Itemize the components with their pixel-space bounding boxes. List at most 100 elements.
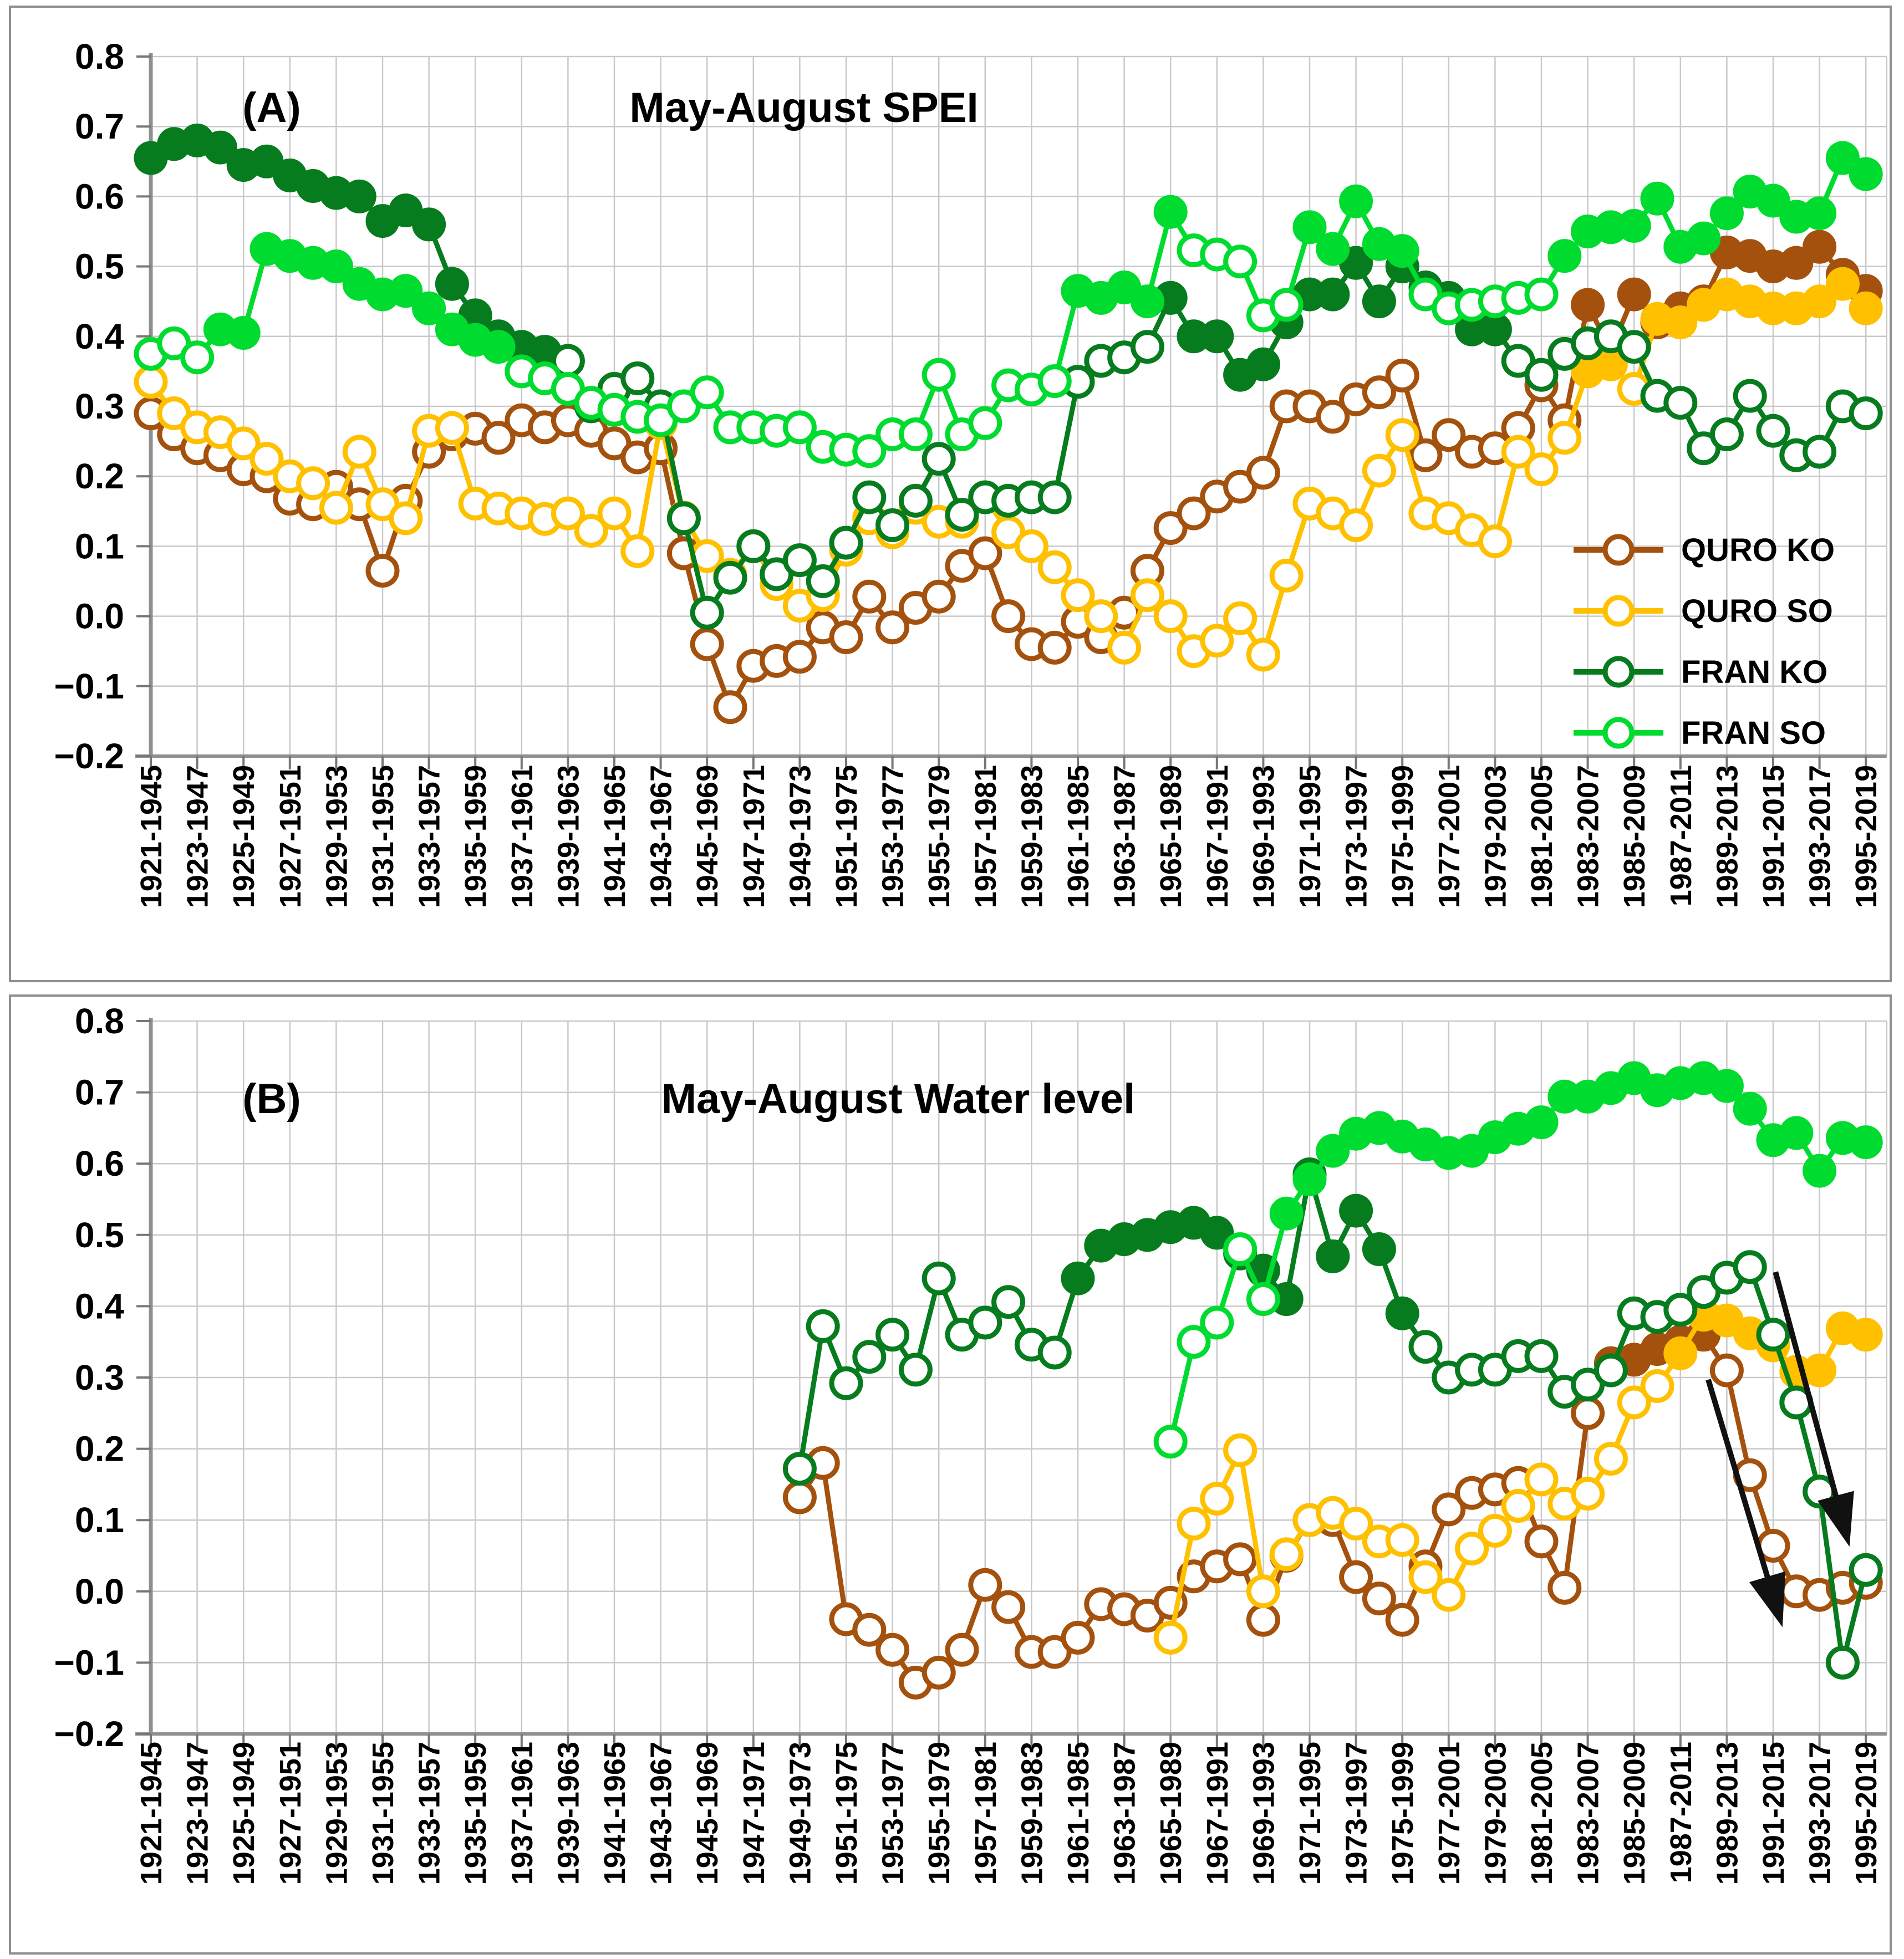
series-quro-ko-marker [782, 640, 817, 674]
x-tick-label: 1955-1979 [923, 1742, 956, 1885]
x-tick-label: 1967-1991 [1201, 765, 1234, 908]
series-quro-ko-marker [1385, 1603, 1419, 1637]
series-quro-so-marker [1803, 1353, 1837, 1387]
y-tick-label: 0.7 [75, 106, 124, 146]
x-tick-label: 1951-1975 [830, 1742, 863, 1885]
series-fran-so-marker [898, 417, 933, 451]
series-fran-so-marker [1779, 1116, 1814, 1150]
y-tick-label: 0.3 [75, 1358, 124, 1397]
x-tick-label: 1943-1967 [645, 1742, 678, 1885]
series-quro-so-marker [1501, 1489, 1535, 1523]
legend-label: FRAN KO [1681, 654, 1827, 690]
tick-marks [136, 1020, 1867, 1747]
series-fran-ko-marker [1385, 1296, 1419, 1330]
series-quro-ko-marker [1339, 1560, 1373, 1594]
series-fran-so-marker [1849, 1125, 1883, 1160]
series-fran-ko-marker [1617, 330, 1651, 364]
series-quro-so-marker [1153, 1620, 1188, 1655]
legend-marker [1602, 717, 1635, 749]
series-fran-so-marker [968, 406, 1002, 440]
panel-label: (A) [242, 84, 301, 131]
series-fran-so-marker [690, 375, 724, 410]
axes [135, 1018, 1887, 1736]
series-fran-so-marker [1130, 284, 1164, 319]
series-quro-so-marker [1594, 1442, 1628, 1476]
series-quro-ko-marker [1408, 438, 1443, 472]
series-quro-so-marker [1223, 1433, 1258, 1467]
series-quro-so-marker [1153, 599, 1188, 634]
x-tick-label: 1979-2003 [1479, 1742, 1512, 1885]
series-quro-so-marker [1547, 421, 1582, 455]
series-fran-so-marker [1223, 1232, 1258, 1266]
series-fran-so [134, 141, 1883, 468]
series-fran-ko-marker [1316, 277, 1350, 312]
series-quro-so-marker [435, 411, 469, 445]
series-quro-ko-marker [968, 536, 1002, 570]
x-tick-label: 1989-2013 [1710, 1742, 1744, 1885]
legend-item-quro-ko: QURO KO [1574, 532, 1835, 568]
legend-marker [1602, 534, 1635, 566]
series-fran-ko-marker [1756, 414, 1790, 448]
x-tick-label: 1987-2011 [1664, 765, 1698, 906]
series-quro-ko-marker [1432, 418, 1466, 452]
x-tick-label: 1995-2019 [1850, 765, 1883, 908]
series-quro-so-marker [1408, 1560, 1443, 1594]
x-tick-label: 1955-1979 [923, 765, 956, 908]
x-tick-label: 1965-1989 [1154, 765, 1188, 908]
series-fran-so-marker [1246, 1282, 1280, 1316]
series-quro-ko-marker [1524, 1524, 1559, 1559]
x-tick-label: 1981-2005 [1525, 1742, 1559, 1885]
series-quro-ko-marker [1362, 375, 1396, 410]
y-tick-label: 0.4 [75, 317, 124, 356]
series-quro-so-marker [1269, 1537, 1304, 1572]
series-fran-so-marker [852, 434, 887, 468]
series-quro-ko-marker [1617, 277, 1651, 312]
series-quro-so-marker [134, 365, 168, 399]
legend-marker [1602, 595, 1635, 627]
axes [135, 53, 1887, 758]
series-quro-so-marker [1385, 1523, 1419, 1557]
x-tick-label: 1929-1953 [320, 1742, 353, 1885]
series-fran-so-marker [1316, 1134, 1350, 1168]
series-fran-ko-marker [736, 529, 771, 563]
series-fran-so-marker [922, 358, 956, 392]
series-quro-ko-marker [1037, 630, 1072, 665]
x-tick-label: 1983-2007 [1572, 765, 1605, 908]
series-quro-ko-marker [713, 690, 747, 725]
series-quro-so-marker [319, 491, 353, 525]
series-fran-ko-marker [829, 1366, 863, 1400]
series-fran-ko-marker [991, 1285, 1026, 1319]
series-fran-so-marker [412, 291, 446, 325]
series-quro-ko-marker [365, 554, 400, 588]
x-tick-label: 1939-1963 [552, 765, 585, 908]
y-tick-label: −0.1 [54, 1642, 124, 1682]
x-tick-label: 1995-2019 [1850, 1742, 1883, 1885]
y-tick-label: −0.2 [54, 736, 124, 776]
x-tick-label: 1973-1997 [1340, 1742, 1373, 1885]
series-fran-ko-marker [898, 1353, 933, 1387]
series-fran-ko-marker [1756, 1318, 1790, 1352]
series-quro-ko-line [149, 244, 1867, 710]
x-tick-label: 1967-1991 [1201, 1742, 1234, 1885]
series-fran-so-marker [481, 330, 516, 364]
series-fran-so-marker [782, 410, 817, 445]
series-fran-ko-marker [1733, 379, 1767, 413]
series-quro-ko-marker [1547, 1570, 1582, 1605]
series-quro-ko-marker [852, 1613, 887, 1647]
series-fran-ko [782, 1157, 1883, 1680]
series-fran-so-marker [1756, 183, 1790, 218]
panel-title: May-August SPEI [629, 84, 978, 131]
series-fran-ko-marker [1200, 1216, 1234, 1250]
series-fran-ko-marker [1733, 1250, 1767, 1284]
x-tick-label: 1975-1999 [1386, 1742, 1419, 1885]
series-quro-so-marker [1640, 1369, 1674, 1403]
x-tick-label: 1959-1983 [1015, 765, 1048, 908]
x-tick-label: 1951-1975 [830, 765, 863, 908]
panel-b-chart: 0.8 0.7 0.6 0.5 0.4 0.3 0.2 0.1 0.0 −0.1 −0.2 1921-… [54, 1001, 1888, 1885]
y-tick-label: 0.5 [75, 247, 124, 287]
series-quro-so-marker [1200, 1482, 1234, 1516]
series-fran-ko-marker [1849, 396, 1883, 431]
x-tick-label: 1961-1985 [1062, 765, 1095, 908]
series-quro-so-marker [296, 466, 330, 501]
series-quro-so-marker [1825, 267, 1860, 301]
